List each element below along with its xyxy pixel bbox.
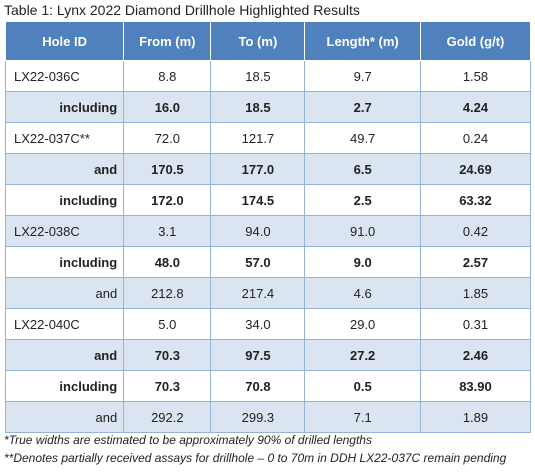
- column-header: To (m): [210, 21, 306, 61]
- value-cell: 212.8: [123, 277, 212, 309]
- hole-id-cell: including: [4, 370, 125, 402]
- value-cell: 18.5: [210, 60, 306, 92]
- value-cell: 292.2: [123, 401, 212, 433]
- value-cell: 170.5: [123, 153, 212, 185]
- value-cell: 8.8: [123, 60, 212, 92]
- hole-id-cell: and: [4, 277, 125, 309]
- value-cell: 49.7: [304, 122, 421, 154]
- value-cell: 6.5: [304, 153, 421, 185]
- value-cell: 1.89: [419, 401, 532, 433]
- footnote: **Denotes partially received assays for …: [4, 451, 507, 465]
- hole-id-cell: including: [4, 91, 125, 123]
- value-cell: 16.0: [123, 91, 212, 123]
- value-cell: 83.90: [419, 370, 532, 402]
- value-cell: 1.58: [419, 60, 532, 92]
- hole-id-cell: including: [4, 246, 125, 278]
- value-cell: 29.0: [304, 308, 421, 340]
- value-cell: 1.85: [419, 277, 532, 309]
- value-cell: 0.5: [304, 370, 421, 402]
- hole-id-cell: LX22-038C: [4, 215, 125, 247]
- value-cell: 2.7: [304, 91, 421, 123]
- hole-id-cell: LX22-040C: [4, 308, 125, 340]
- column-header: From (m): [123, 21, 212, 61]
- hole-id-cell: including: [4, 184, 125, 216]
- value-cell: 18.5: [210, 91, 306, 123]
- value-cell: 2.5: [304, 184, 421, 216]
- table-row: LX22-038C 3.1 94.0 91.0 0.42: [4, 215, 532, 247]
- column-header: Gold (g/t): [419, 21, 532, 61]
- value-cell: 72.0: [123, 122, 212, 154]
- value-cell: 172.0: [123, 184, 212, 216]
- value-cell: 2.46: [419, 339, 532, 371]
- hole-id-cell: and: [4, 153, 125, 185]
- table-row: LX22-037C** 72.0 121.7 49.7 0.24: [4, 122, 532, 154]
- value-cell: 97.5: [210, 339, 306, 371]
- value-cell: 299.3: [210, 401, 306, 433]
- table-title: Table 1: Lynx 2022 Diamond Drillhole Hig…: [4, 2, 360, 18]
- column-header: Hole ID: [4, 21, 125, 61]
- value-cell: 70.3: [123, 339, 212, 371]
- footnote: *True widths are estimated to be approxi…: [4, 433, 372, 447]
- value-cell: 4.24: [419, 91, 532, 123]
- value-cell: 48.0: [123, 246, 212, 278]
- value-cell: 24.69: [419, 153, 532, 185]
- value-cell: 217.4: [210, 277, 306, 309]
- value-cell: 5.0: [123, 308, 212, 340]
- value-cell: 7.1: [304, 401, 421, 433]
- value-cell: 9.0: [304, 246, 421, 278]
- value-cell: 91.0: [304, 215, 421, 247]
- hole-id-cell: LX22-036C: [4, 60, 125, 92]
- table-row: including 70.3 70.8 0.5 83.90: [4, 370, 532, 402]
- value-cell: 3.1: [123, 215, 212, 247]
- column-header: Length* (m): [304, 21, 421, 61]
- hole-id-cell: LX22-037C**: [4, 122, 125, 154]
- value-cell: 177.0: [210, 153, 306, 185]
- value-cell: 57.0: [210, 246, 306, 278]
- value-cell: 121.7: [210, 122, 306, 154]
- hole-id-cell: and: [4, 339, 125, 371]
- value-cell: 63.32: [419, 184, 532, 216]
- table-row: including 16.0 18.5 2.7 4.24: [4, 91, 532, 123]
- value-cell: 34.0: [210, 308, 306, 340]
- value-cell: 70.8: [210, 370, 306, 402]
- table-row: including 48.0 57.0 9.0 2.57: [4, 246, 532, 278]
- table-row: including 172.0 174.5 2.5 63.32: [4, 184, 532, 216]
- header-row: Hole ID From (m) To (m) Length* (m) Gold (g/…: [4, 21, 532, 61]
- value-cell: 4.6: [304, 277, 421, 309]
- value-cell: 0.42: [419, 215, 532, 247]
- value-cell: 9.7: [304, 60, 421, 92]
- table-row: and 70.3 97.5 27.2 2.46: [4, 339, 532, 371]
- value-cell: 0.24: [419, 122, 532, 154]
- value-cell: 174.5: [210, 184, 306, 216]
- table-row: and 212.8 217.4 4.6 1.85: [4, 277, 532, 309]
- table-row: LX22-036C 8.8 18.5 9.7 1.58: [4, 60, 532, 92]
- hole-id-cell: and: [4, 401, 125, 433]
- table-row: and 170.5 177.0 6.5 24.69: [4, 153, 532, 185]
- table-row: LX22-040C 5.0 34.0 29.0 0.31: [4, 308, 532, 340]
- value-cell: 0.31: [419, 308, 532, 340]
- value-cell: 94.0: [210, 215, 306, 247]
- results-table: Hole ID From (m) To (m) Length* (m) Gold (g/…: [4, 21, 532, 433]
- value-cell: 2.57: [419, 246, 532, 278]
- table-row: and 292.2 299.3 7.1 1.89: [4, 401, 532, 433]
- value-cell: 27.2: [304, 339, 421, 371]
- value-cell: 70.3: [123, 370, 212, 402]
